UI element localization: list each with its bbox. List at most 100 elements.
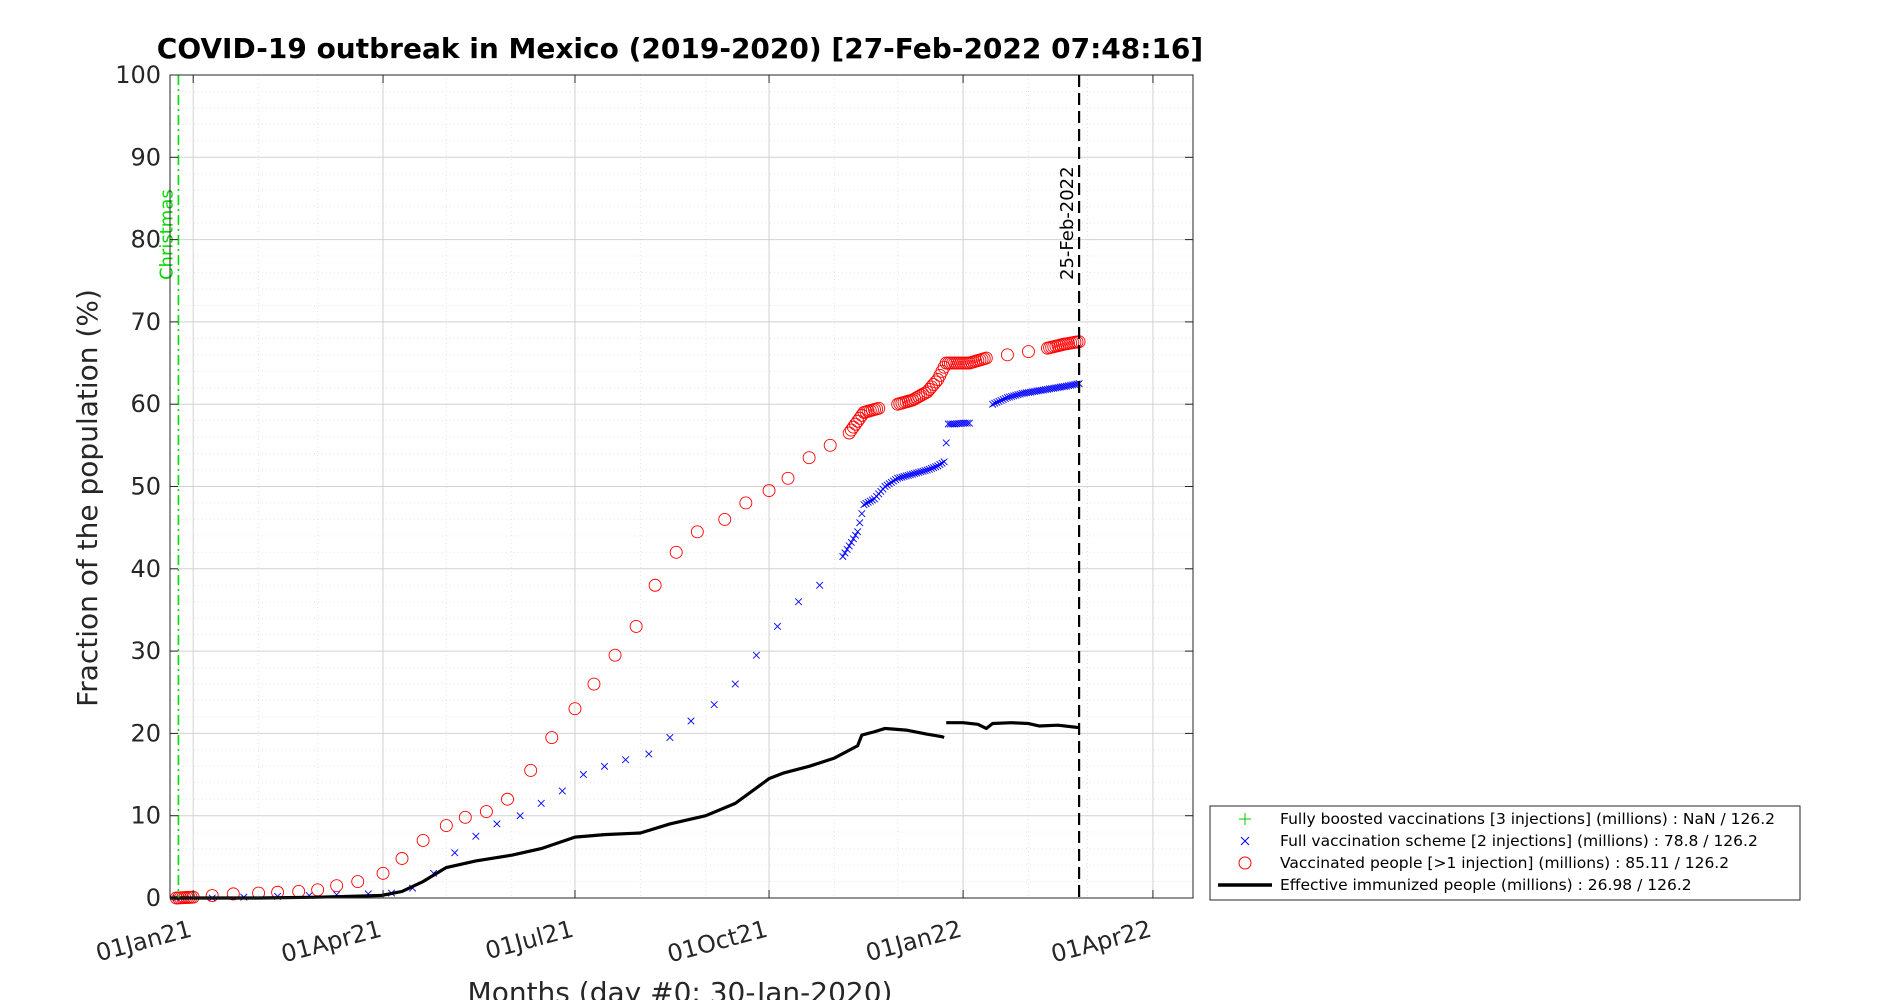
- vaccinated-point: [608, 648, 622, 662]
- full-vaccination-point: [1010, 392, 1018, 400]
- vaccinated-point: [629, 619, 643, 633]
- full-vaccination-point: [1001, 394, 1009, 403]
- full-vaccination-point: [1014, 391, 1022, 399]
- legend-plus-marker: [1239, 813, 1251, 825]
- full-vaccination-point: [645, 750, 653, 758]
- full-vaccination-point: [917, 468, 925, 476]
- vaccinated-point: [311, 883, 325, 897]
- full-vaccination-point: [989, 400, 997, 408]
- vaccinated-point: [648, 578, 662, 592]
- vaccinated-point: [458, 810, 472, 824]
- vaccinated-point: [762, 484, 776, 498]
- full-vaccination-point: [558, 787, 566, 795]
- full-vaccination-point: [919, 467, 927, 475]
- vaccinated-point: [690, 525, 704, 539]
- full-vaccination-point: [908, 470, 917, 478]
- full-vaccination-point: [889, 477, 898, 485]
- full-vaccination-point: [860, 500, 868, 509]
- legend-x-marker: [1240, 836, 1250, 846]
- y-tick-label: 20: [130, 719, 161, 747]
- vaccinated-point: [718, 512, 732, 526]
- full-vaccination-point: [1016, 390, 1024, 398]
- vaccinated-point: [545, 731, 559, 744]
- full-vaccination-point: [921, 467, 929, 475]
- legend-box: [1209, 805, 1801, 901]
- full-vaccination-point: [856, 519, 864, 527]
- series-group: [169, 335, 1086, 905]
- full-vaccination-point: [579, 770, 588, 779]
- full-vaccination-point: [851, 531, 860, 539]
- y-tick-label: 80: [130, 226, 161, 254]
- y-tick-label: 10: [130, 802, 161, 830]
- full-vaccination-point: [999, 395, 1007, 404]
- legend-entry-label: Full vaccination scheme [2 injections] (…: [1280, 832, 1758, 850]
- full-vaccination-point: [885, 480, 893, 488]
- y-tick-label: 100: [115, 61, 161, 89]
- y-axis-label: Fraction of the population (%): [71, 289, 104, 707]
- full-vaccination-point: [993, 398, 1001, 406]
- full-vaccination-point: [1012, 391, 1020, 399]
- full-vaccination-point: [932, 463, 940, 471]
- vaccinated-point: [376, 866, 390, 880]
- full-vaccination-point: [687, 717, 695, 725]
- full-vaccination-point: [910, 469, 919, 478]
- full-vaccination-point: [731, 680, 739, 688]
- full-vaccination-point: [794, 598, 803, 606]
- full-vaccination-point: [891, 476, 900, 484]
- full-vaccination-point: [906, 471, 914, 479]
- x-tick-label: 01Oct21: [664, 915, 770, 969]
- legend-circle-marker: [1238, 856, 1252, 870]
- full-vaccination-point: [493, 820, 501, 828]
- x-axis-label: Months (day #0: 30-Jan-2020): [468, 976, 893, 1000]
- full-vaccination-point: [841, 549, 849, 557]
- full-vaccination-point: [472, 832, 480, 840]
- immunized-line: [170, 726, 945, 900]
- vaccinated-point: [205, 889, 219, 902]
- full-vaccination-point: [1069, 381, 1077, 389]
- full-vaccination-point: [866, 497, 874, 505]
- vaccinated-point: [292, 884, 306, 898]
- full-vaccination-point: [965, 419, 974, 427]
- full-vaccination-point: [1007, 392, 1016, 401]
- full-vaccination-point: [995, 397, 1003, 405]
- full-vaccination-point: [898, 473, 906, 481]
- full-vaccination-point: [1062, 382, 1071, 390]
- christmas-label: Christmas: [156, 189, 177, 280]
- vaccinated-point: [1000, 348, 1014, 362]
- vaccinated-point: [924, 380, 938, 394]
- vaccinated-point: [739, 496, 753, 510]
- latest-date-label: 25-Feb-2022: [1057, 166, 1078, 280]
- full-vaccination-point: [887, 478, 895, 487]
- full-vaccination-point: [942, 439, 950, 447]
- full-vaccination-point: [902, 472, 910, 480]
- full-vaccination-point: [537, 799, 545, 807]
- full-vaccination-point: [904, 471, 912, 479]
- legend-entry-label: Effective immunized people (millions) : …: [1280, 876, 1692, 894]
- x-tick-label: 01Apr22: [1048, 915, 1154, 969]
- y-tick-label: 0: [146, 884, 161, 912]
- vaccinated-point: [416, 833, 430, 847]
- full-vaccination-point: [915, 468, 923, 477]
- full-vaccination-point: [845, 542, 853, 550]
- vaccinated-point: [479, 805, 493, 819]
- vaccinated-point: [929, 375, 943, 389]
- series-line: [170, 721, 1080, 900]
- full-vaccination-point: [864, 498, 872, 506]
- vaccinated-point: [501, 792, 514, 806]
- y-tick-label: 30: [130, 637, 161, 665]
- full-vaccination-point: [666, 733, 674, 742]
- full-vaccination-point: [883, 481, 891, 489]
- legend-entry-label: Fully boosted vaccinations [3 injections…: [1280, 810, 1775, 828]
- x-tick-label: 01Jan22: [863, 915, 965, 967]
- vaccinated-point: [524, 763, 538, 777]
- full-vaccination-point: [923, 466, 931, 474]
- series-x: [172, 380, 1083, 902]
- full-vaccination-point: [929, 463, 938, 472]
- vaccinated-point: [802, 451, 816, 465]
- full-vaccination-point: [710, 700, 718, 709]
- x-tick-label: 01Jul21: [482, 915, 576, 965]
- full-vaccination-point: [843, 545, 851, 554]
- full-vaccination-point: [913, 469, 921, 477]
- full-vaccination-point: [963, 419, 971, 427]
